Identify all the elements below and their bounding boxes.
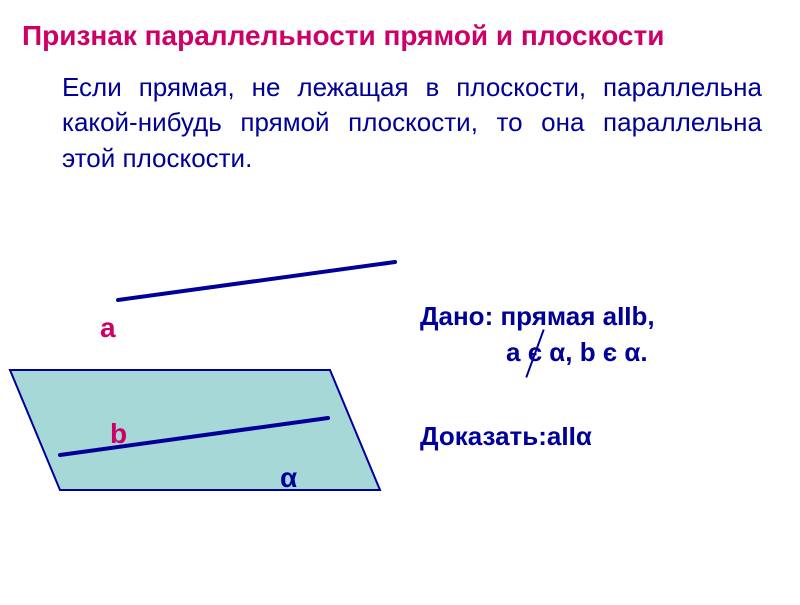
label-plane-alpha: α — [280, 462, 297, 494]
prove-block: Доказать:aIIα — [420, 418, 592, 454]
page-title: Признак параллельности прямой и плоскост… — [0, 0, 800, 62]
given-block: Дано: прямая aIIb, a є α, b є α. — [420, 298, 655, 371]
label-line-b: b — [110, 418, 127, 450]
given-line-2: a є α, b є α. — [420, 334, 655, 370]
theorem-text: Если прямая, не лежащая в плоскости, пар… — [0, 62, 800, 175]
label-line-a: a — [100, 312, 116, 344]
given-line-1: Дано: прямая aIIb, — [420, 298, 655, 334]
diagram-area: a b α Дано: прямая aIIb, a є α, b є α. Д… — [0, 240, 800, 600]
